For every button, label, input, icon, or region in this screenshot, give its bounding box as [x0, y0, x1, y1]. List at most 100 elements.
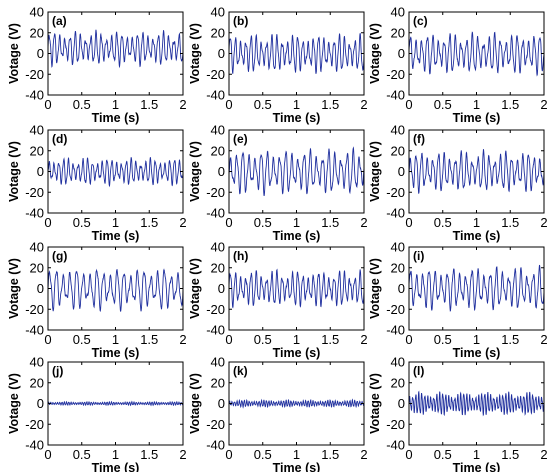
x-axis-label: Time (s) — [453, 461, 501, 472]
panel-label: (g) — [52, 249, 67, 263]
x-tick-label: 2 — [179, 97, 186, 112]
x-tick-label: 0.5 — [73, 97, 91, 112]
x-tick-label: 0.5 — [73, 447, 91, 462]
y-tick-label: 40 — [391, 240, 405, 255]
x-tick-label: 0 — [44, 447, 51, 462]
y-axis-label: Votage (V) — [368, 141, 382, 202]
waveform-line-k — [228, 398, 365, 409]
y-axis-label: Votage (V) — [188, 373, 202, 434]
y-tick-label: 0 — [37, 281, 44, 296]
y-tick-label: -20 — [386, 302, 405, 317]
y-tick-label: -20 — [206, 67, 225, 82]
y-tick-label: 0 — [398, 164, 405, 179]
waveform-line-d — [47, 157, 184, 188]
x-tick-label: 2 — [360, 447, 367, 462]
y-tick-label: -40 — [386, 88, 405, 103]
x-tick-label: 0 — [44, 332, 51, 347]
y-tick-label: -40 — [386, 206, 405, 221]
x-tick-label: 1.5 — [501, 332, 519, 347]
y-tick-label: 0 — [37, 46, 44, 61]
x-tick-label: 1.5 — [501, 97, 519, 112]
y-tick-label: 40 — [391, 5, 405, 20]
y-tick-label: 0 — [37, 164, 44, 179]
y-tick-label: -40 — [25, 88, 44, 103]
y-axis-label: Votage (V) — [368, 23, 382, 84]
x-tick-label: 0.5 — [434, 332, 452, 347]
x-tick-label: 0.5 — [254, 97, 272, 112]
waveform-line-j — [47, 400, 184, 407]
y-axis-label: Votage (V) — [368, 373, 382, 434]
y-tick-label: 40 — [391, 355, 405, 370]
x-tick-label: 1.5 — [501, 447, 519, 462]
y-tick-label: -20 — [25, 67, 44, 82]
y-axis-label: Votage (V) — [188, 258, 202, 319]
x-tick-label: 1.5 — [140, 97, 158, 112]
y-tick-label: 40 — [30, 5, 44, 20]
y-tick-label: 20 — [391, 25, 405, 40]
y-tick-label: 20 — [211, 260, 225, 275]
panel-label: (a) — [52, 14, 67, 28]
waveform-line-i — [408, 264, 545, 312]
x-tick-label: 1 — [112, 447, 119, 462]
y-tick-label: 40 — [211, 5, 225, 20]
y-axis-label: Votage (V) — [188, 141, 202, 202]
x-axis-label: Time (s) — [273, 461, 321, 472]
y-axis-label: Votage (V) — [368, 258, 382, 319]
waveform-line-a — [47, 29, 184, 69]
waveform-line-g — [47, 268, 184, 313]
waveform-line-h — [228, 268, 365, 309]
x-tick-label: 0.5 — [434, 215, 452, 230]
x-tick-label: 2 — [360, 97, 367, 112]
x-axis-label: Time (s) — [453, 346, 501, 360]
y-tick-label: -20 — [386, 185, 405, 200]
x-axis-label: Time (s) — [273, 111, 321, 125]
x-tick-label: 0.5 — [73, 332, 91, 347]
panel-label: (i) — [413, 249, 424, 263]
x-tick-label: 0.5 — [434, 447, 452, 462]
x-tick-label: 0 — [405, 215, 412, 230]
x-axis-label: Time (s) — [92, 229, 140, 243]
x-tick-label: 1 — [473, 215, 480, 230]
y-tick-label: -20 — [25, 185, 44, 200]
x-tick-label: 2 — [540, 215, 547, 230]
x-tick-label: 2 — [540, 97, 547, 112]
y-tick-label: 40 — [211, 355, 225, 370]
y-tick-label: 0 — [218, 281, 225, 296]
x-tick-label: 1 — [293, 97, 300, 112]
x-tick-label: 1 — [473, 97, 480, 112]
y-tick-label: -40 — [206, 438, 225, 453]
x-tick-label: 1 — [293, 332, 300, 347]
x-tick-label: 0.5 — [434, 97, 452, 112]
x-tick-label: 1 — [293, 215, 300, 230]
x-tick-label: 0.5 — [254, 447, 272, 462]
panel-label: (j) — [52, 364, 63, 378]
y-tick-label: 0 — [218, 46, 225, 61]
y-tick-label: 40 — [211, 123, 225, 138]
y-tick-label: 0 — [218, 164, 225, 179]
y-tick-label: -40 — [25, 438, 44, 453]
x-tick-label: 0 — [225, 332, 232, 347]
y-axis-label: Votage (V) — [188, 23, 202, 84]
y-tick-label: -20 — [25, 302, 44, 317]
x-tick-label: 1 — [293, 447, 300, 462]
y-tick-label: -20 — [386, 417, 405, 432]
x-tick-label: 0 — [44, 215, 51, 230]
y-tick-label: 40 — [391, 123, 405, 138]
y-tick-label: -20 — [25, 417, 44, 432]
y-tick-label: -20 — [206, 302, 225, 317]
x-tick-label: 2 — [179, 447, 186, 462]
x-tick-label: 1.5 — [321, 447, 339, 462]
x-axis-label: Time (s) — [92, 346, 140, 360]
x-tick-label: 2 — [179, 332, 186, 347]
x-tick-label: 1.5 — [140, 332, 158, 347]
x-tick-label: 0 — [225, 97, 232, 112]
panel-label: (b) — [233, 14, 248, 28]
